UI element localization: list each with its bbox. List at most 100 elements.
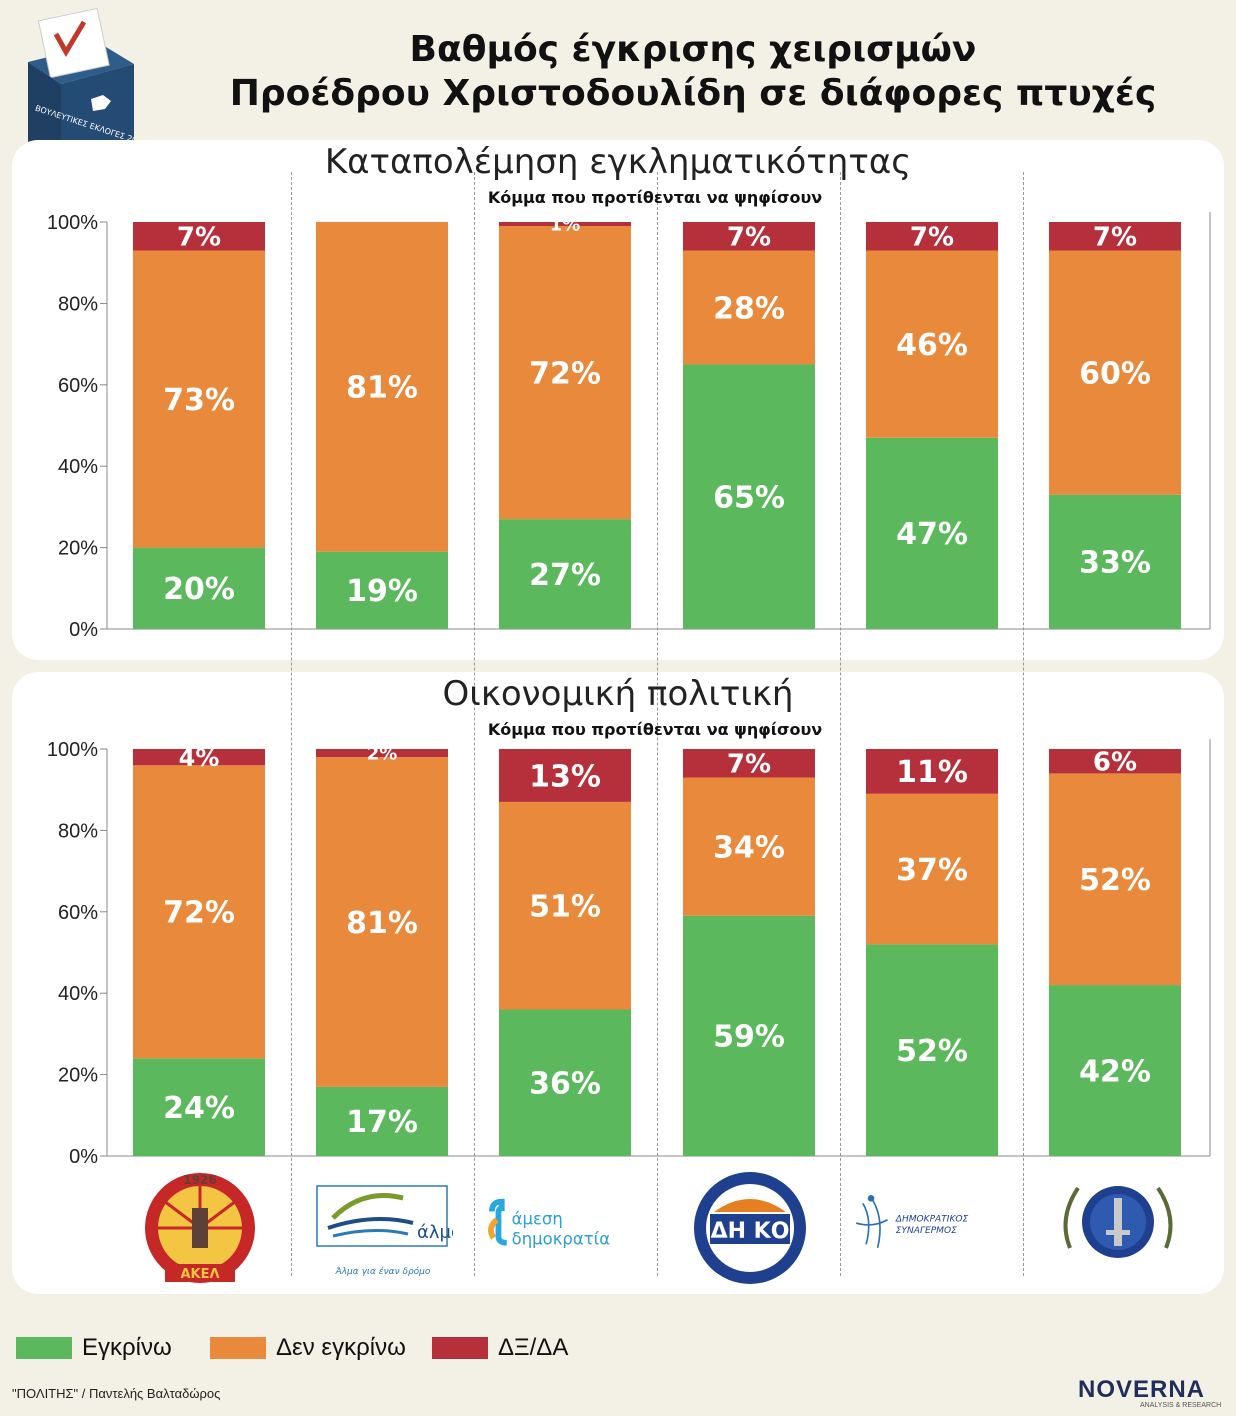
chart-2-subtitle: Κόμμα που προτίθενται να ψηφίσουν xyxy=(487,720,823,739)
bar-data-label: 47% xyxy=(896,517,968,552)
bar-data-label: 72% xyxy=(529,356,601,391)
y-tick-label: 0% xyxy=(69,1146,98,1168)
y-tick-label: 100% xyxy=(47,212,98,234)
bar-segment xyxy=(316,222,448,552)
bar-data-label: 73% xyxy=(163,383,235,418)
y-tick-label: 40% xyxy=(58,456,98,478)
noverna-subtitle: ANALYSIS & RESEARCH xyxy=(1140,1402,1222,1409)
bar-segment xyxy=(316,757,448,1087)
bar-segment xyxy=(866,749,998,794)
bar-segment xyxy=(499,801,631,1010)
bar-data-label: 4% xyxy=(179,744,220,772)
bar-segment xyxy=(316,551,448,629)
bar-segment xyxy=(499,226,631,520)
legend-approve: Εγκρίνω xyxy=(16,1334,172,1362)
bar-segment xyxy=(499,222,631,227)
legend-dkna-label: ΔΞ/ΔΑ xyxy=(498,1334,569,1361)
bar-data-label: 33% xyxy=(1079,546,1151,581)
chart-1-subtitle: Κόμμα που προτίθενται να ψηφίσουν xyxy=(487,188,823,207)
akel-logo: 1926 ΑΚΕΛ xyxy=(145,1173,255,1283)
chart-economy: 0% 20% 40% 60% 80% 100% 24% 72% 4% 17% 81% 2% 36% 51%… xyxy=(47,739,1211,1168)
bar-segment xyxy=(1049,749,1181,774)
bar-data-label: 65% xyxy=(713,481,785,516)
bar-segment xyxy=(683,915,815,1156)
amesi-line-1: άμεση xyxy=(512,1210,563,1229)
bar-data-label: 60% xyxy=(1079,356,1151,391)
amesi-line-2: δημοκρατία xyxy=(512,1229,611,1248)
bar-data-label: 52% xyxy=(896,1034,968,1069)
bar-data-label: 7% xyxy=(910,223,954,253)
bar-segment xyxy=(866,944,998,1156)
amesi-dimokratia-logo: άμεση δημοκρατία xyxy=(488,1198,611,1248)
alma-logo: άλμα Άλμα για έναν δρόμο xyxy=(316,1185,453,1277)
bar-data-label: 7% xyxy=(177,223,221,253)
title-line-1: Βαθμός έγκρισης χειρισμών xyxy=(409,29,977,70)
bar-data-label: 81% xyxy=(346,371,418,406)
bar-data-label: 6% xyxy=(1093,748,1137,778)
y-tick-label: 80% xyxy=(58,820,98,842)
bar-data-label: 27% xyxy=(529,558,601,593)
ballot-box-icon: ΒΟΥΛΕΥΤΙΚΕΣ ΕΚΛΟΓΕΣ 2026 xyxy=(28,7,136,164)
bar-data-label: 72% xyxy=(163,896,235,931)
diko-name: ΔΗ ΚΟ xyxy=(711,1219,790,1244)
bar-segment xyxy=(866,222,998,251)
bar-segment xyxy=(499,749,631,802)
disy-line-1: ΔΗΜΟΚΡΑΤΙΚΟΣ xyxy=(895,1214,969,1224)
bar-data-label: 7% xyxy=(727,750,771,780)
bar-segment xyxy=(133,749,265,766)
y-tick-label: 60% xyxy=(58,902,98,924)
chart-1-title: Καταπολέμηση εγκληματικότητας xyxy=(324,142,912,182)
bar-segment xyxy=(1049,985,1181,1156)
legend-dkna: ΔΞ/ΔΑ xyxy=(432,1334,568,1362)
legend-approve-label: Εγκρίνω xyxy=(82,1334,172,1361)
y-tick-label: 60% xyxy=(58,375,98,397)
title-line-2: Προέδρου Χριστοδουλίδη σε διάφορες πτυχέ… xyxy=(229,73,1157,114)
bar-data-label: 2% xyxy=(367,744,398,765)
bar-segment xyxy=(866,437,998,629)
legend-dkna-swatch xyxy=(432,1337,488,1359)
y-tick-label: 0% xyxy=(69,619,98,641)
bar-data-label: 52% xyxy=(1079,863,1151,898)
y-tick-label: 80% xyxy=(58,293,98,315)
bar-data-label: 46% xyxy=(896,328,968,363)
bar-segment xyxy=(683,250,815,365)
column-separator xyxy=(1023,172,1024,1276)
bar-segment xyxy=(866,793,998,945)
bar-data-label: 81% xyxy=(346,906,418,941)
column-separator xyxy=(291,172,292,1276)
elam-logo xyxy=(1063,1186,1173,1258)
bar-data-label: 42% xyxy=(1079,1054,1151,1089)
bar-segment xyxy=(1049,222,1181,251)
legend-disapprove-label: Δεν εγκρίνω xyxy=(276,1334,406,1361)
bar-segment xyxy=(1049,773,1181,986)
bar-segment xyxy=(499,1009,631,1156)
chart-2-title: Οικονομική πολιτική xyxy=(442,674,794,714)
y-tick-label: 100% xyxy=(47,739,98,761)
bar-data-label: 7% xyxy=(1093,223,1137,253)
bar-data-label: 24% xyxy=(163,1091,235,1126)
legend-approve-swatch xyxy=(16,1337,72,1359)
bar-data-label: 36% xyxy=(529,1067,601,1102)
bar-data-label: 13% xyxy=(529,759,601,794)
noverna-logo: NOVERNA xyxy=(1078,1376,1206,1403)
disy-logo: ΔΗΜΟΚΡΑΤΙΚΟΣ ΣΥΝΑΓΕΡΜΟΣ xyxy=(855,1195,969,1248)
bar-data-label: 51% xyxy=(529,889,601,924)
bar-data-label: 7% xyxy=(727,223,771,253)
bar-data-label: 17% xyxy=(346,1105,418,1140)
chart-crime: 0% 20% 40% 60% 80% 100% 20% 73% 7% 19% 81% 27% 72% 1%… xyxy=(47,212,1211,641)
bar-segment xyxy=(499,519,631,629)
bar-segment xyxy=(866,250,998,438)
bar-segment xyxy=(133,222,265,251)
disy-line-2: ΣΥΝΑΓΕΡΜΟΣ xyxy=(896,1226,957,1236)
credit-text: "ΠΟΛΙΤΗΣ" / Παντελής Βαλταδώρος xyxy=(12,1386,221,1401)
y-tick-label: 20% xyxy=(58,1065,98,1087)
akel-name: ΑΚΕΛ xyxy=(180,1267,219,1282)
bar-segment xyxy=(133,547,265,629)
bar-data-label: 11% xyxy=(896,755,968,790)
alma-name: άλμα xyxy=(417,1222,453,1243)
bar-segment xyxy=(1049,494,1181,629)
alma-tagline: Άλμα για έναν δρόμο xyxy=(335,1266,431,1277)
bar-data-label: 28% xyxy=(713,291,785,326)
legend-disapprove-swatch xyxy=(210,1337,266,1359)
bar-segment xyxy=(1049,250,1181,495)
